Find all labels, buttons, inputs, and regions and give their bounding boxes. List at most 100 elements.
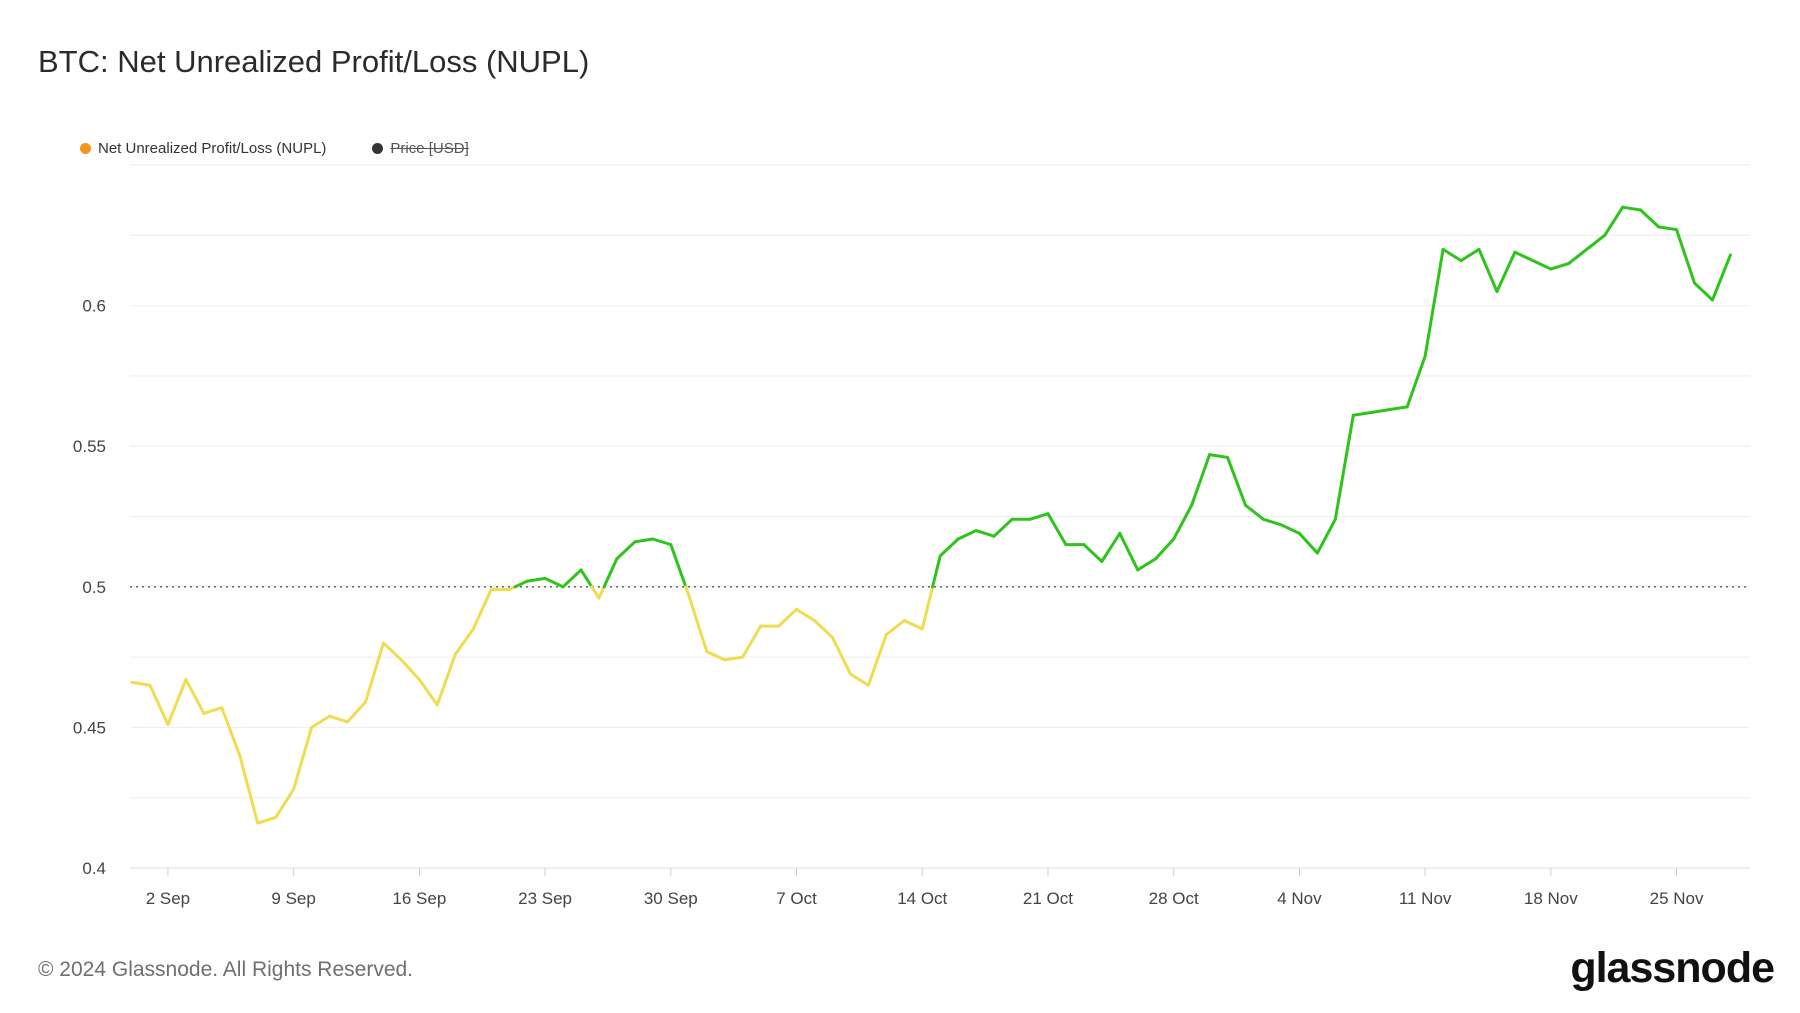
- copyright-text: © 2024 Glassnode. All Rights Reserved.: [38, 958, 414, 981]
- nupl-line-segment: [328, 714, 350, 724]
- nupl-line-segment: [705, 649, 727, 662]
- nupl-line-segment: [1459, 247, 1481, 263]
- nupl-line-segment: [920, 585, 935, 631]
- nupl-line-segment: [615, 540, 637, 561]
- nupl-line-segment: [513, 579, 529, 589]
- nupl-line-segment: [669, 543, 688, 589]
- nupl-line-segment: [256, 815, 278, 825]
- nupl-line-segment: [148, 683, 170, 727]
- nupl-line-segment: [1244, 503, 1265, 521]
- glassnode-logo: glassnode: [1570, 944, 1775, 992]
- y-tick-label: 0.55: [73, 437, 106, 456]
- x-tick-label: 18 Nov: [1524, 889, 1578, 908]
- x-tick-label: 7 Oct: [776, 889, 817, 908]
- nupl-line-segment: [346, 700, 367, 724]
- nupl-line-segment: [1190, 453, 1212, 507]
- nupl-line-segment: [956, 529, 978, 541]
- x-tick-label: 30 Sep: [644, 889, 698, 908]
- nupl-line-segment: [590, 585, 601, 600]
- nupl-line-segment: [310, 714, 332, 729]
- nupl-line-segment: [1657, 225, 1679, 232]
- nupl-line-segment: [795, 607, 816, 623]
- nupl-line-segment: [417, 678, 439, 707]
- nupl-line-segment: [812, 619, 834, 639]
- nupl-line-segment: [1154, 537, 1176, 561]
- nupl-line-segment: [363, 641, 385, 704]
- x-tick-label: 28 Oct: [1149, 889, 1199, 908]
- nupl-line-segment: [453, 627, 475, 656]
- nupl-line-segment: [777, 607, 799, 628]
- x-tick-label: 9 Sep: [271, 889, 315, 908]
- nupl-line-segment: [381, 641, 403, 662]
- legend-dot-price: [372, 143, 384, 154]
- nupl-line-segment: [741, 624, 763, 659]
- nupl-line-segment: [884, 619, 906, 637]
- legend-item-price[interactable]: Price [USD]: [372, 140, 469, 157]
- nupl-line-segment: [1261, 517, 1283, 527]
- nupl-line-segment: [1585, 233, 1607, 251]
- x-tick-label: 4 Nov: [1277, 889, 1322, 908]
- nupl-line-segment: [687, 593, 709, 653]
- legend-label-nupl: Net Unrealized Profit/Loss (NUPL): [98, 140, 327, 157]
- y-tick-label: 0.45: [73, 718, 106, 737]
- nupl-line-segment: [1513, 250, 1535, 263]
- nupl-line-segment: [1423, 247, 1445, 358]
- nupl-line-segment: [1333, 413, 1355, 521]
- x-tick-label: 14 Oct: [897, 889, 947, 908]
- y-tick-label: 0.6: [82, 297, 106, 316]
- nupl-line-segment: [1603, 205, 1625, 237]
- legend-item-nupl[interactable]: Net Unrealized Profit/Loss (NUPL): [80, 140, 326, 157]
- nupl-line-segment: [525, 576, 547, 583]
- nupl-line-segment: [1477, 247, 1499, 294]
- nupl-line-segment: [1567, 247, 1589, 265]
- nupl-line-segment: [166, 678, 188, 727]
- nupl-line-segment: [471, 588, 493, 631]
- nupl-line-segment: [602, 557, 619, 589]
- nupl-line-segment: [292, 725, 314, 791]
- nupl-line-segment: [1639, 208, 1661, 229]
- nupl-line-segment: [543, 576, 565, 589]
- x-tick-label: 23 Sep: [518, 889, 572, 908]
- nupl-line-segment: [1387, 405, 1409, 412]
- nupl-line-segment: [238, 754, 260, 825]
- nupl-line-segment: [274, 787, 296, 819]
- nupl-line-segment: [1028, 512, 1050, 521]
- nupl-line-segment: [1118, 531, 1140, 572]
- nupl-line-segment: [561, 568, 583, 589]
- nupl-line-segment: [1100, 531, 1122, 563]
- legend-dot-nupl: [80, 143, 91, 154]
- chart-title: BTC: Net Unrealized Profit/Loss (NUPL): [38, 44, 590, 79]
- x-tick-label: 11 Nov: [1399, 889, 1452, 908]
- nupl-line-segment: [1351, 410, 1373, 417]
- x-tick-label: 16 Sep: [392, 889, 446, 908]
- legend-label-price: Price [USD]: [390, 140, 469, 157]
- nupl-line-segment: [1082, 543, 1104, 563]
- nupl-line-segment: [1046, 512, 1068, 547]
- x-tick-label: 25 Nov: [1650, 889, 1704, 908]
- nupl-line-segment: [1405, 354, 1427, 409]
- nupl-line-segment: [1675, 228, 1697, 285]
- nupl-line-segment: [597, 585, 606, 600]
- nupl-line-segment: [1208, 453, 1230, 459]
- nupl-line-segment: [1531, 259, 1553, 271]
- nupl-line-segment: [651, 537, 673, 547]
- nupl-line-segment: [1226, 455, 1248, 507]
- x-tick-label: 2 Sep: [146, 889, 190, 908]
- nupl-line-segment: [633, 537, 655, 544]
- nupl-line-segment: [399, 658, 421, 682]
- nupl-line-segment: [184, 678, 206, 715]
- nupl-line-segment: [1297, 531, 1319, 555]
- nupl-line-segment: [435, 652, 457, 707]
- nupl-line-segment: [938, 537, 960, 558]
- nupl-line-segment: [866, 633, 888, 687]
- y-tick-label: 0.5: [82, 578, 106, 597]
- x-tick-label: 21 Oct: [1023, 889, 1073, 908]
- nupl-line-segment: [931, 554, 942, 589]
- nupl-line-segment: [1315, 517, 1337, 555]
- nupl-line-segment: [723, 655, 745, 662]
- nupl-line-segment: [1369, 408, 1391, 414]
- nupl-line-segment: [1710, 253, 1732, 302]
- nupl-line-segment: [1495, 250, 1517, 294]
- nupl-line-segment: [992, 517, 1014, 538]
